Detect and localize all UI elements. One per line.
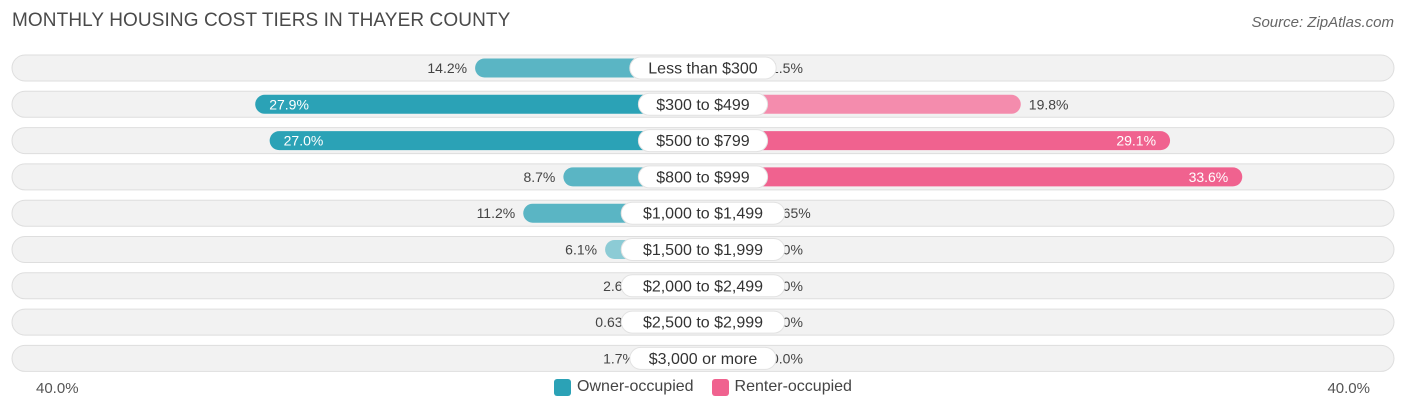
- category-label: $500 to $799: [656, 133, 750, 150]
- owner-value-label: 11.2%: [477, 205, 516, 221]
- renter-bar: [703, 94, 1021, 114]
- category-pill: [629, 56, 777, 80]
- renter-bar: [703, 131, 1171, 151]
- renter-value-label: 1.5%: [771, 60, 803, 76]
- category-pill: [637, 92, 769, 116]
- category-pill: [620, 274, 786, 298]
- owner-value-label: 27.0%: [284, 133, 324, 149]
- owner-value-label: 1.7%: [603, 350, 635, 366]
- category-label: $3,000 or more: [649, 351, 758, 368]
- owner-value-label: 8.7%: [523, 169, 555, 185]
- owner-bar: [255, 94, 703, 114]
- category-pill: [637, 129, 769, 153]
- owner-bar: [269, 131, 703, 151]
- category-label: $2,000 to $2,499: [643, 278, 763, 295]
- legend-label-owner: Owner-occupied: [577, 378, 694, 395]
- owner-value-label: 27.9%: [269, 96, 309, 112]
- category-label: $800 to $999: [656, 169, 750, 186]
- owner-value-label: 14.2%: [427, 60, 467, 76]
- legend: Owner-occupied Renter-occupied: [0, 378, 1406, 396]
- category-pill: [637, 165, 769, 189]
- renter-value-label: 19.8%: [1029, 96, 1069, 112]
- legend-swatch-renter: [711, 378, 729, 396]
- renter-value-label: 33.6%: [1189, 169, 1229, 185]
- renter-value-label: 29.1%: [1116, 133, 1156, 149]
- category-label: $1,500 to $1,999: [643, 242, 763, 259]
- category-label: Less than $300: [648, 61, 758, 78]
- renter-bar: [703, 167, 1243, 187]
- chart-title: MONTHLY HOUSING COST TIERS IN THAYER COU…: [12, 10, 511, 31]
- category-label: $2,500 to $2,999: [643, 315, 763, 332]
- category-pill: [629, 346, 777, 370]
- legend-item-renter: Renter-occupied: [711, 378, 852, 396]
- category-label: $1,000 to $1,499: [643, 206, 763, 223]
- chart-source: Source: ZipAtlas.com: [1251, 14, 1394, 31]
- category-pill: [620, 238, 786, 261]
- legend-label-renter: Renter-occupied: [734, 378, 852, 395]
- category-pill: [620, 201, 786, 225]
- legend-item-owner: Owner-occupied: [554, 378, 694, 396]
- renter-value-label: 0.0%: [771, 350, 803, 366]
- axis-right-label: 40.0%: [1327, 380, 1370, 397]
- axis-left-label: 40.0%: [36, 380, 79, 397]
- owner-value-label: 6.1%: [565, 242, 597, 258]
- legend-swatch-owner: [554, 378, 572, 396]
- category-label: $300 to $499: [656, 97, 750, 114]
- category-pill: [620, 310, 786, 334]
